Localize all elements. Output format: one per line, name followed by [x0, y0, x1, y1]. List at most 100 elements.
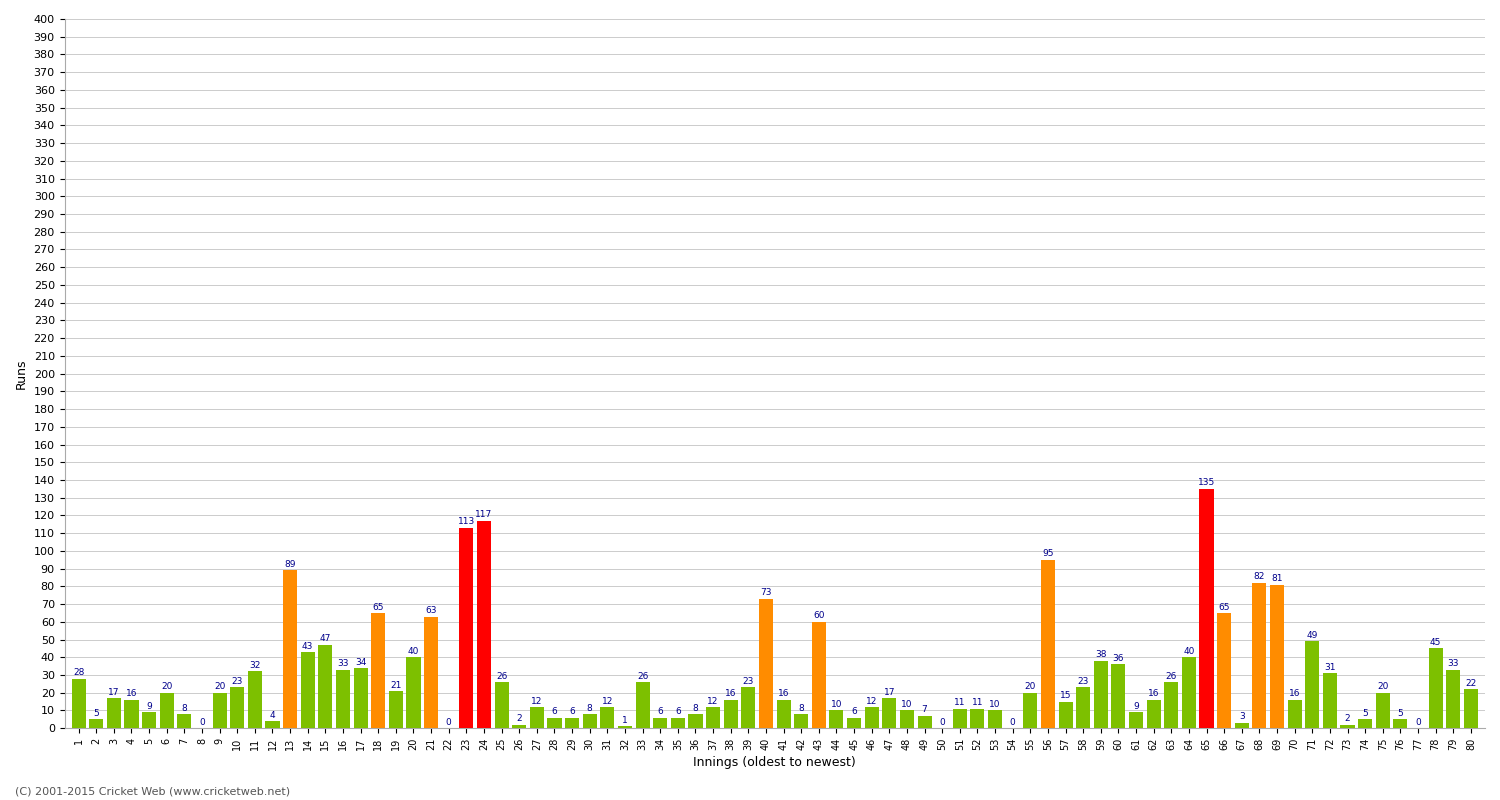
- Text: 17: 17: [884, 688, 896, 697]
- Text: 32: 32: [249, 661, 261, 670]
- Bar: [530, 707, 544, 728]
- Bar: [459, 528, 474, 728]
- Bar: [900, 710, 914, 728]
- Bar: [600, 707, 615, 728]
- Text: 10: 10: [990, 700, 1000, 709]
- Text: 8: 8: [586, 704, 592, 713]
- Bar: [336, 670, 350, 728]
- Bar: [388, 691, 404, 728]
- Bar: [706, 707, 720, 728]
- Text: 21: 21: [390, 681, 402, 690]
- Bar: [1094, 661, 1108, 728]
- Bar: [830, 710, 843, 728]
- Text: 16: 16: [778, 690, 789, 698]
- Text: 23: 23: [1077, 677, 1089, 686]
- Text: 2: 2: [516, 714, 522, 723]
- Bar: [864, 707, 879, 728]
- Text: 113: 113: [458, 518, 476, 526]
- Text: 3: 3: [1239, 713, 1245, 722]
- Text: 43: 43: [302, 642, 313, 650]
- Text: 28: 28: [74, 668, 84, 677]
- Text: 33: 33: [1448, 659, 1460, 668]
- Text: 1: 1: [622, 716, 628, 725]
- Text: 7: 7: [921, 706, 927, 714]
- Text: 4: 4: [270, 710, 276, 720]
- Bar: [1252, 583, 1266, 728]
- Text: 38: 38: [1095, 650, 1107, 659]
- Bar: [1182, 658, 1196, 728]
- Text: 89: 89: [285, 560, 296, 569]
- Bar: [970, 709, 984, 728]
- Bar: [1216, 613, 1231, 728]
- Bar: [988, 710, 1002, 728]
- Text: (C) 2001-2015 Cricket Web (www.cricketweb.net): (C) 2001-2015 Cricket Web (www.cricketwe…: [15, 786, 290, 796]
- Text: 31: 31: [1324, 663, 1335, 672]
- Text: 5: 5: [1398, 709, 1404, 718]
- Bar: [1464, 690, 1478, 728]
- Bar: [1287, 700, 1302, 728]
- Bar: [213, 693, 226, 728]
- Bar: [548, 718, 561, 728]
- Bar: [106, 698, 122, 728]
- Bar: [318, 645, 333, 728]
- Text: 34: 34: [356, 658, 366, 666]
- Bar: [1305, 642, 1320, 728]
- Text: 82: 82: [1254, 573, 1264, 582]
- Bar: [406, 658, 420, 728]
- Text: 73: 73: [760, 588, 771, 598]
- Text: 95: 95: [1042, 550, 1053, 558]
- Text: 40: 40: [1184, 647, 1194, 656]
- Bar: [618, 726, 632, 728]
- Text: 0: 0: [1010, 718, 1016, 727]
- Text: 12: 12: [531, 697, 543, 706]
- Bar: [512, 725, 526, 728]
- Text: 6: 6: [657, 707, 663, 716]
- Text: 6: 6: [568, 707, 574, 716]
- Bar: [284, 570, 297, 728]
- Bar: [1341, 725, 1354, 728]
- Text: 11: 11: [954, 698, 966, 707]
- Bar: [670, 718, 686, 728]
- Text: 12: 12: [708, 697, 718, 706]
- Bar: [1376, 693, 1390, 728]
- Text: 0: 0: [446, 718, 452, 727]
- Text: 0: 0: [200, 718, 206, 727]
- Text: 117: 117: [476, 510, 492, 519]
- Text: 23: 23: [231, 677, 243, 686]
- Text: 63: 63: [426, 606, 436, 615]
- Text: 0: 0: [939, 718, 945, 727]
- Bar: [777, 700, 790, 728]
- Bar: [266, 721, 279, 728]
- Bar: [1394, 719, 1407, 728]
- Text: 81: 81: [1272, 574, 1282, 583]
- Bar: [1358, 719, 1372, 728]
- Text: 49: 49: [1306, 631, 1318, 640]
- Bar: [495, 682, 508, 728]
- Text: 65: 65: [1218, 602, 1230, 611]
- Text: 15: 15: [1060, 691, 1071, 700]
- X-axis label: Innings (oldest to newest): Innings (oldest to newest): [693, 756, 856, 769]
- Bar: [847, 718, 861, 728]
- Text: 16: 16: [1148, 690, 1160, 698]
- Text: 6: 6: [675, 707, 681, 716]
- Text: 12: 12: [865, 697, 877, 706]
- Text: 22: 22: [1466, 678, 1476, 688]
- Text: 36: 36: [1113, 654, 1124, 663]
- Text: 10: 10: [902, 700, 912, 709]
- Bar: [1059, 702, 1072, 728]
- Bar: [636, 682, 650, 728]
- Text: 6: 6: [552, 707, 558, 716]
- Text: 0: 0: [1414, 718, 1420, 727]
- Bar: [952, 709, 968, 728]
- Text: 9: 9: [1132, 702, 1138, 711]
- Text: 8: 8: [798, 704, 804, 713]
- Text: 45: 45: [1430, 638, 1442, 647]
- Text: 2: 2: [1344, 714, 1350, 723]
- Bar: [1270, 585, 1284, 728]
- Bar: [723, 700, 738, 728]
- Text: 16: 16: [724, 690, 736, 698]
- Text: 135: 135: [1198, 478, 1215, 487]
- Text: 6: 6: [850, 707, 856, 716]
- Bar: [794, 714, 808, 728]
- Bar: [424, 617, 438, 728]
